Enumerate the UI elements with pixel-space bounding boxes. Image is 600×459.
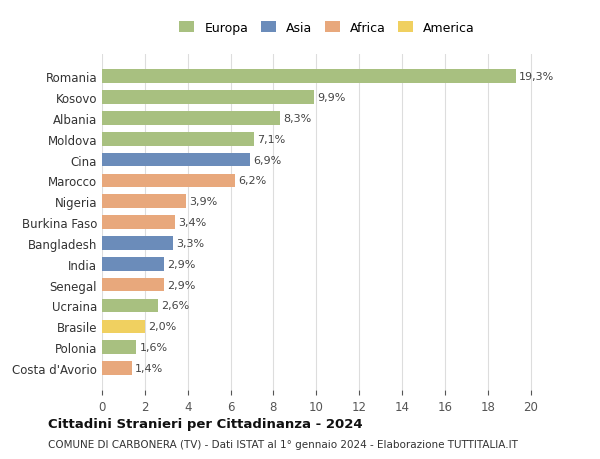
Bar	[102, 278, 164, 292]
Text: 2,0%: 2,0%	[148, 322, 176, 331]
Bar	[102, 299, 158, 313]
Bar	[102, 361, 132, 375]
Text: 3,9%: 3,9%	[189, 197, 217, 207]
Bar	[102, 341, 136, 354]
Text: 3,3%: 3,3%	[176, 238, 204, 248]
Text: Cittadini Stranieri per Cittadinanza - 2024: Cittadini Stranieri per Cittadinanza - 2…	[48, 417, 362, 430]
Bar	[102, 216, 175, 230]
Bar	[102, 237, 173, 250]
Text: 1,6%: 1,6%	[139, 342, 167, 353]
Text: COMUNE DI CARBONERA (TV) - Dati ISTAT al 1° gennaio 2024 - Elaborazione TUTTITAL: COMUNE DI CARBONERA (TV) - Dati ISTAT al…	[48, 440, 518, 449]
Bar	[102, 112, 280, 125]
Text: 3,4%: 3,4%	[178, 218, 206, 228]
Text: 2,9%: 2,9%	[167, 259, 196, 269]
Text: 8,3%: 8,3%	[283, 114, 311, 123]
Bar	[102, 133, 254, 146]
Bar	[102, 70, 515, 84]
Bar	[102, 195, 185, 208]
Bar	[102, 257, 164, 271]
Text: 6,2%: 6,2%	[238, 176, 266, 186]
Bar	[102, 91, 314, 105]
Bar	[102, 320, 145, 333]
Text: 19,3%: 19,3%	[519, 72, 554, 82]
Text: 9,9%: 9,9%	[317, 93, 346, 103]
Text: 1,4%: 1,4%	[135, 363, 163, 373]
Text: 2,6%: 2,6%	[161, 301, 189, 311]
Bar	[102, 174, 235, 188]
Text: 6,9%: 6,9%	[253, 155, 281, 165]
Legend: Europa, Asia, Africa, America: Europa, Asia, Africa, America	[176, 18, 478, 38]
Text: 2,9%: 2,9%	[167, 280, 196, 290]
Bar	[102, 153, 250, 167]
Text: 7,1%: 7,1%	[257, 134, 286, 145]
